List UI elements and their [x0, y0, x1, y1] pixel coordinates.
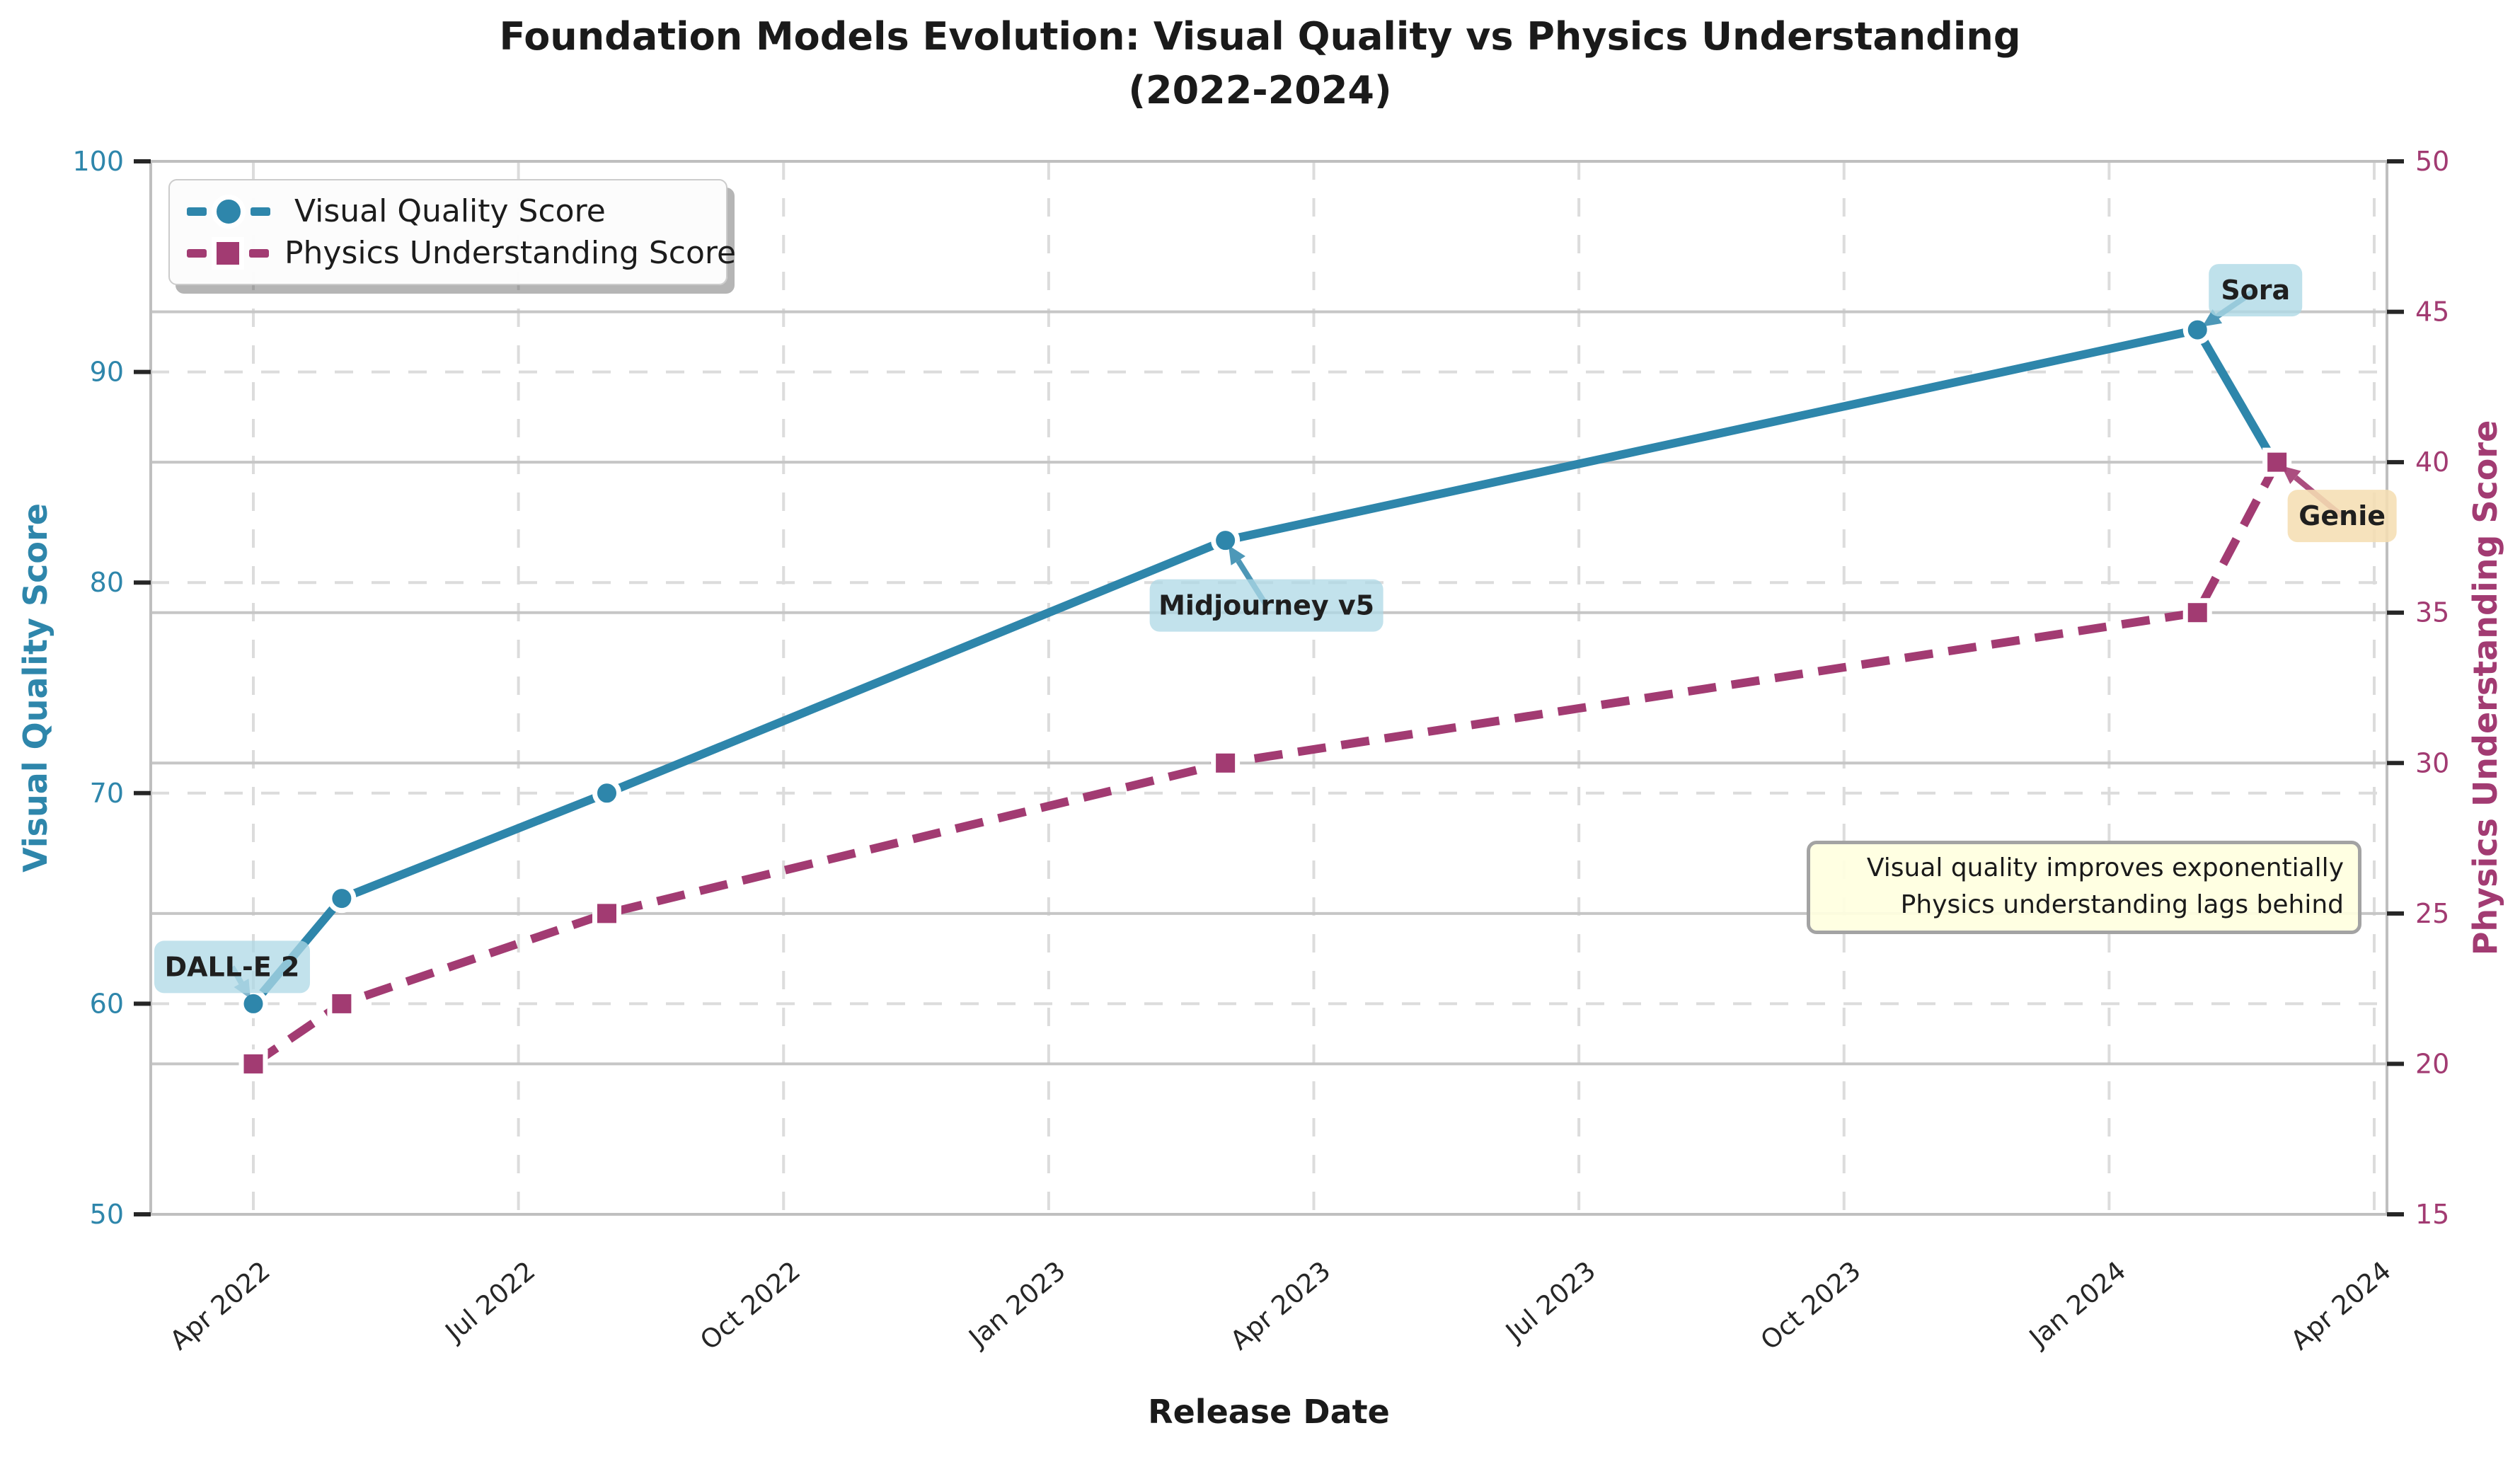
annotation-box-DALL-E-2	[154, 940, 310, 994]
visual-quality-line-marker-icon	[187, 194, 279, 229]
annotation-label-Sora: Sora	[2221, 275, 2290, 306]
series-line-0	[250, 325, 2281, 1007]
tick-label-right-40: 40	[2415, 447, 2449, 478]
annotation-box-Midjourney-v5	[1149, 579, 1383, 632]
data-point-0-4	[2182, 315, 2212, 345]
tick-label-x-Apr-2022: Apr 2022	[164, 1255, 276, 1356]
tick-label-left-50: 50	[90, 1199, 124, 1230]
annotation-label-DALL-E-2: DALL-E 2	[165, 951, 300, 982]
note-box: Visual quality improves exponentially Ph…	[1807, 841, 2361, 934]
legend-item-visual-quality: Visual Quality Score	[187, 190, 709, 232]
annotation-arrowhead-Midjourney-v5	[1228, 545, 1245, 565]
y-axis-label-left: Visual Quality Score	[16, 503, 54, 873]
note-line-1: Visual quality improves exponentially	[1866, 853, 2344, 882]
legend: Visual Quality Score Physics Understandi…	[168, 179, 736, 285]
tick-label-x-Jan-2023: Jan 2023	[962, 1255, 1071, 1354]
note-line-2: Physics understanding lags behind	[1900, 890, 2344, 919]
physics-dashed-square-marker-icon	[187, 236, 269, 270]
chart-title-block: Foundation Models Evolution: Visual Qual…	[0, 10, 2520, 117]
tick-label-left-60: 60	[90, 988, 124, 1019]
tick-label-left-100: 100	[72, 146, 124, 177]
tick-label-x-Jul-2022: Jul 2022	[439, 1255, 541, 1348]
data-point-1-2	[592, 899, 621, 928]
data-point-1-1	[327, 989, 357, 1018]
annotation-box-Genie	[2287, 490, 2397, 543]
data-point-0-0	[238, 989, 268, 1018]
tick-label-right-15: 15	[2415, 1199, 2449, 1230]
data-point-0-2	[592, 778, 621, 808]
data-point-1-5	[2262, 447, 2292, 477]
tick-label-right-35: 35	[2415, 597, 2449, 628]
annotation-arrowhead-Genie	[2281, 466, 2301, 485]
tick-label-right-45: 45	[2415, 297, 2449, 328]
tick-label-right-50: 50	[2415, 146, 2449, 177]
tick-label-right-25: 25	[2415, 898, 2449, 929]
legend-label-visual-quality: Visual Quality Score	[294, 193, 606, 229]
annotation-box-Sora	[2209, 264, 2303, 317]
chart-title: Foundation Models Evolution: Visual Qual…	[499, 14, 2021, 59]
data-point-0-3	[1211, 526, 1241, 556]
data-point-1-3	[1211, 748, 1241, 778]
annotation-arrowhead-Sora	[2202, 309, 2223, 327]
x-axis-label: Release Date	[1148, 1393, 1390, 1431]
chart-subtitle: (2022-2024)	[1128, 68, 1392, 113]
data-point-1-4	[2182, 598, 2212, 628]
tick-label-left-80: 80	[90, 567, 124, 598]
legend-item-physics: Physics Understanding Score	[187, 232, 736, 274]
tick-label-x-Oct-2022: Oct 2022	[694, 1255, 806, 1356]
tick-label-x-Apr-2023: Apr 2023	[1224, 1255, 1336, 1356]
y-axis-label-right: Physics Understanding Score	[2466, 420, 2504, 956]
tick-label-x-Jan-2024: Jan 2024	[2023, 1255, 2131, 1354]
plot-spines	[149, 160, 2388, 1216]
tick-label-right-30: 30	[2415, 747, 2449, 778]
tick-label-x-Apr-2024: Apr 2024	[2285, 1255, 2397, 1356]
data-point-0-1	[327, 884, 357, 914]
tick-label-x-Oct-2023: Oct 2023	[1755, 1255, 1867, 1356]
series-line-1	[251, 460, 2281, 1068]
tick-label-left-90: 90	[90, 357, 124, 388]
annotation-label-Midjourney-v5: Midjourney v5	[1158, 590, 1374, 621]
tick-label-x-Jul-2023: Jul 2023	[1499, 1255, 1601, 1348]
data-point-1-0	[238, 1049, 268, 1078]
annotation-label-Genie: Genie	[2299, 500, 2386, 531]
tick-label-left-70: 70	[90, 778, 124, 809]
legend-label-physics: Physics Understanding Score	[284, 235, 737, 271]
tick-label-right-20: 20	[2415, 1048, 2449, 1079]
